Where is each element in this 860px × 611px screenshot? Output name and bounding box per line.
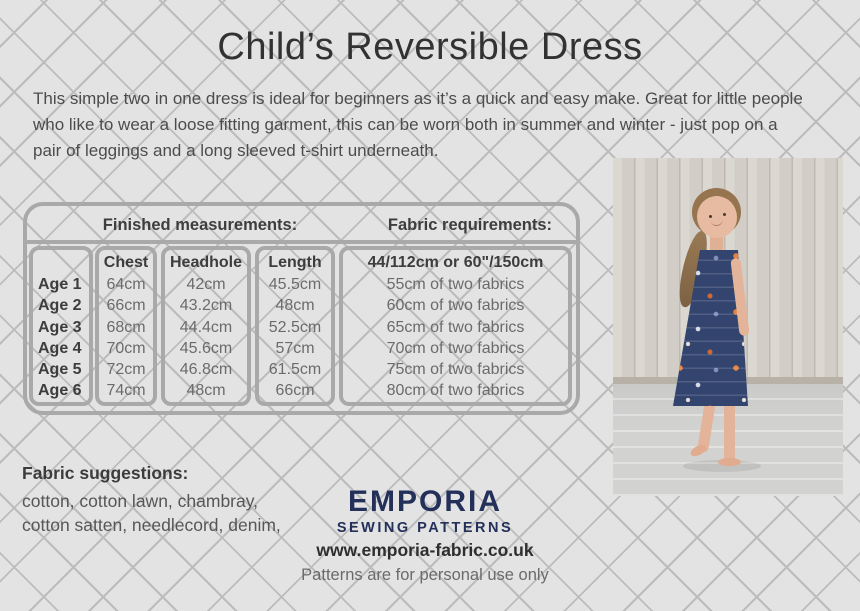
headhole-value: 42cm (186, 276, 226, 293)
license-note: Patterns are for personal use only (301, 566, 549, 584)
brand-block: EMPORIA SEWING PATTERNS www.emporia-fabr… (275, 485, 575, 585)
table-header-divider (23, 240, 580, 244)
description-line: who like to wear a loose fitting garment… (33, 115, 778, 134)
brand-logo: EMPORIA (347, 485, 502, 518)
fabric-requirement-value: 60cm of two fabrics (386, 297, 525, 315)
girl-eye (723, 213, 726, 216)
age-label: Age 3 (38, 318, 82, 336)
pattern-description: This simple two in one dress is ideal fo… (33, 86, 833, 164)
fabric-requirement-column: 44/112cm or 60"/150cm 55cm of two fabric… (339, 246, 572, 406)
chest-value: 74cm (106, 382, 146, 400)
girl-neck (710, 234, 723, 252)
brand-tagline: SEWING PATTERNS (336, 520, 514, 536)
fabric-suggestions-line: cotton satten, needlecord, denim, (22, 515, 281, 535)
girl-foot (718, 458, 741, 466)
age-label: Age 4 (38, 339, 82, 357)
length-value: 61.5cm (268, 361, 322, 379)
fabric-width-header: 44/112cm or 60"/150cm (367, 254, 544, 271)
child-dress-photo (613, 158, 843, 496)
fabric-requirement-value: 80cm of two fabrics (386, 382, 525, 400)
description-line: pair of leggings and a long sleeved t-sh… (33, 141, 439, 160)
description-line: This simple two in one dress is ideal fo… (33, 89, 803, 108)
fabric-requirement-value: 70cm of two fabrics (386, 339, 525, 357)
age-label: Age 5 (38, 361, 82, 379)
girl-reversible-dress (673, 250, 748, 406)
headhole-value: 45.6cm (179, 339, 233, 357)
photo-floor-shadow (683, 460, 761, 472)
length-value: 66cm (275, 382, 315, 400)
finished-measurements-header: Finished measurements: (102, 216, 298, 234)
fabric-suggestions-heading: Fabric suggestions: (22, 463, 189, 483)
fabric-suggestions: Fabric suggestions: cotton, cotton lawn,… (22, 461, 281, 537)
age-column-header (33, 252, 89, 274)
chest-column-header: Chest (103, 254, 149, 271)
chest-value: 64cm (106, 276, 146, 293)
girl-leg (724, 400, 735, 462)
chest-value: 68cm (106, 318, 146, 336)
chest-value: 72cm (106, 361, 146, 379)
length-value: 45.5cm (268, 276, 322, 293)
fabric-requirements-header: Fabric requirements: (387, 216, 553, 234)
chest-value: 66cm (106, 297, 146, 315)
headhole-value: 46.8cm (179, 361, 233, 379)
fabric-requirement-value: 55cm of two fabrics (386, 276, 525, 293)
headhole-column-header: Headhole (169, 254, 242, 271)
length-value: 57cm (275, 339, 315, 357)
age-column: Age 1 Age 2 Age 3 Age 4 Age 5 Age 6 (29, 246, 93, 406)
chest-column: Chest 64cm 66cm 68cm 70cm 72cm 74cm (95, 246, 157, 406)
girl-eye (709, 215, 712, 218)
fabric-requirement-value: 75cm of two fabrics (386, 361, 525, 379)
measurements-table: Finished measurements: Fabric requiremen… (23, 202, 580, 415)
age-label: Age 2 (38, 297, 82, 315)
headhole-value: 44.4cm (179, 318, 233, 336)
headhole-column: Headhole 42cm 43.2cm 44.4cm 45.6cm 46.8c… (161, 246, 251, 406)
age-label: Age 6 (38, 382, 82, 400)
headhole-value: 48cm (186, 382, 226, 400)
page-title: Child’s Reversible Dress (217, 26, 643, 68)
brand-website: www.emporia-fabric.co.uk (316, 540, 534, 560)
length-column: Length 45.5cm 48cm 52.5cm 57cm 61.5cm 66… (255, 246, 335, 406)
fabric-requirement-value: 65cm of two fabrics (386, 318, 525, 336)
age-label: Age 1 (38, 276, 82, 293)
chest-value: 70cm (106, 339, 146, 357)
length-value: 48cm (275, 297, 315, 315)
length-column-header: Length (268, 254, 322, 271)
length-value: 52.5cm (268, 318, 322, 336)
headhole-value: 43.2cm (179, 297, 233, 315)
fabric-suggestions-line: cotton, cotton lawn, chambray, (22, 491, 259, 511)
